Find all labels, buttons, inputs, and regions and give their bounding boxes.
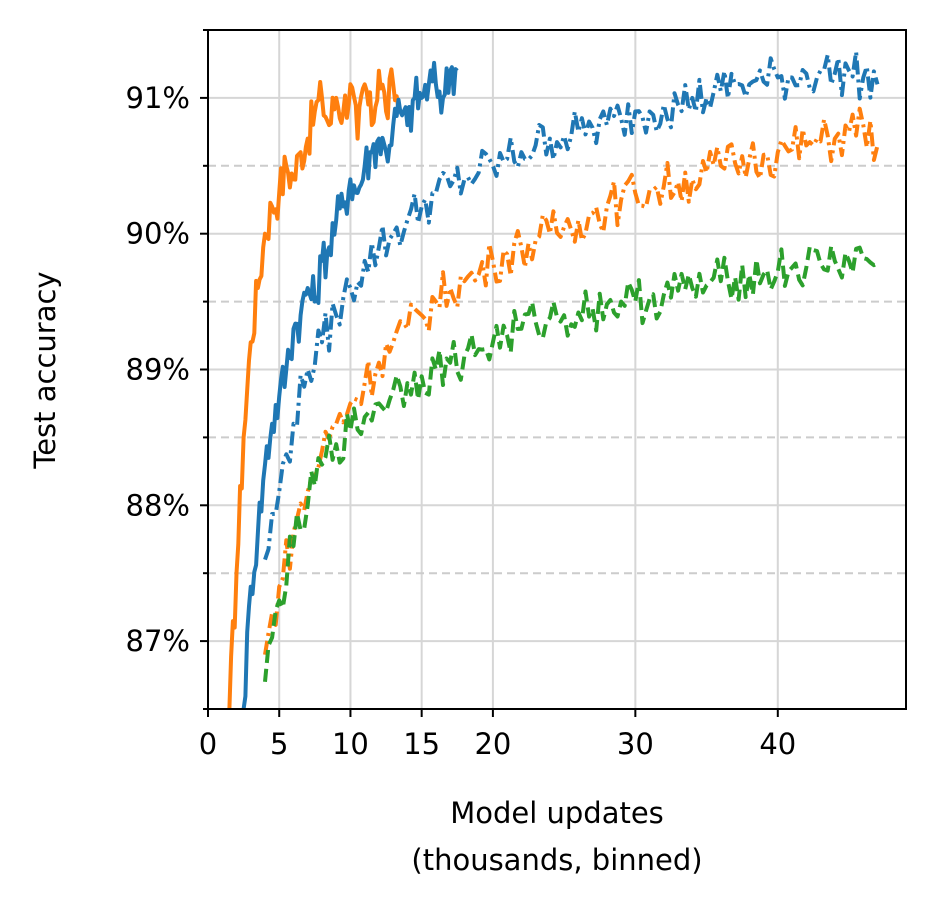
y-tick-label-3: 90% (126, 217, 190, 251)
series-line-4 (263, 244, 879, 682)
y-axis-title: Test accuracy (28, 271, 62, 469)
x-tick-label-0: 0 (199, 727, 217, 761)
y-tick-label-4: 91% (126, 81, 190, 115)
series-line-1 (241, 60, 459, 709)
x-tick-label-4: 20 (474, 727, 511, 761)
x-tick-label-6: 40 (759, 727, 796, 761)
y-tick-label-2: 89% (126, 353, 190, 387)
y-tick-label-0: 87% (126, 624, 190, 658)
series-line-0 (227, 67, 402, 709)
x-tick-label-3: 15 (403, 727, 440, 761)
series-layer (227, 49, 880, 709)
x-axis-title-line1: Model updates (450, 796, 664, 830)
y-tick-label-1: 88% (126, 488, 190, 522)
x-tick-label-1: 5 (270, 727, 288, 761)
series-line-3 (263, 106, 880, 656)
ticks: 0 5 10 15 20 30 40 87% 88% 89% 90% 91% (126, 29, 796, 761)
x-tick-label-5: 30 (617, 727, 654, 761)
x-tick-label-2: 10 (332, 727, 369, 761)
series-line-2 (263, 49, 880, 561)
grid (207, 30, 906, 709)
x-axis-title-line2: (thousands, binned) (411, 843, 702, 877)
